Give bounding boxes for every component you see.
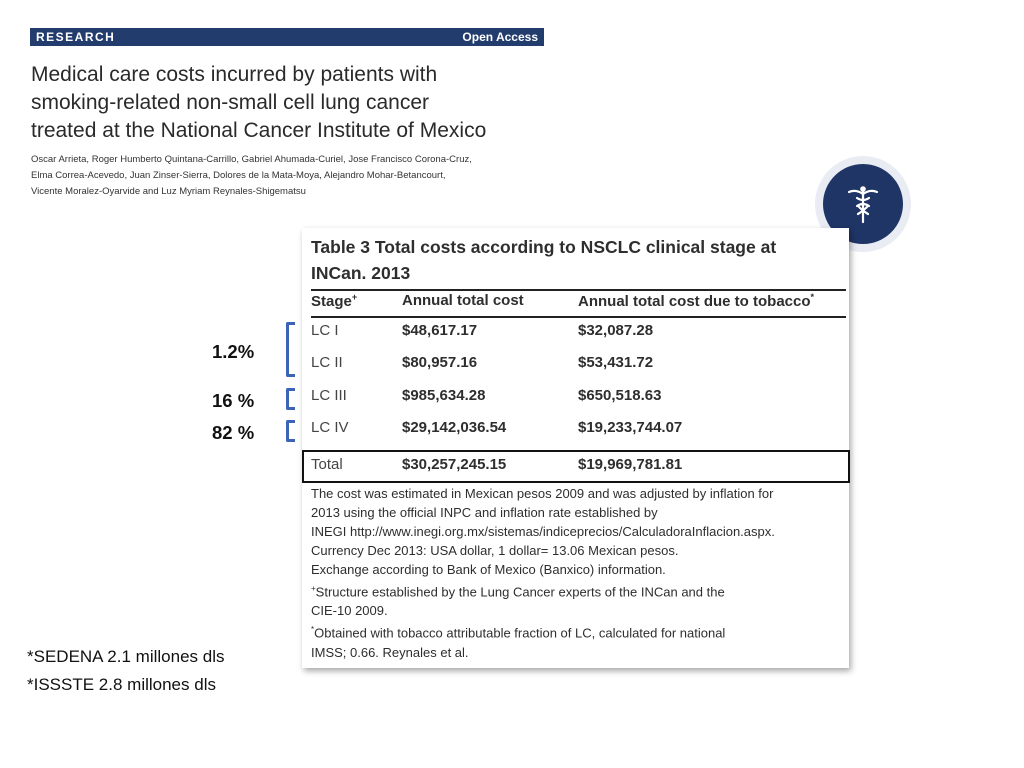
column-header-stage: Stage+: [311, 292, 357, 310]
row-tobacco-cost: $650,518.63: [578, 387, 662, 404]
row-stage: LC IV: [311, 419, 349, 436]
article-title-line: treated at the National Cancer Institute…: [31, 119, 487, 142]
table-row: LC II $80,957.16 $53,431.72: [302, 350, 849, 380]
footnote-mark: *: [311, 625, 315, 635]
footnote-line: 2013 using the official INPC and inflati…: [311, 505, 658, 520]
column-header-annual: Annual total cost: [402, 292, 524, 309]
footnote-line: *Obtained with tobacco attributable frac…: [311, 620, 846, 642]
bracket-stage-1-2: [286, 322, 295, 377]
percent-stage-3: 16 %: [212, 390, 255, 411]
research-header-bar: RESEARCH Open Access: [30, 28, 544, 46]
column-header-tobacco-text: Annual total cost due to tobacco: [578, 293, 811, 310]
note-issste: *ISSSTE 2.8 millones dls: [27, 675, 216, 694]
author-list: Oscar Arrieta, Roger Humberto Quintana-C…: [31, 152, 521, 200]
article-title-line: smoking-related non-small cell lung canc…: [31, 91, 430, 114]
author-line: Elma Correa-Acevedo, Juan Zinser-Sierra,…: [31, 170, 446, 181]
stage-footnote-mark: +: [351, 292, 358, 302]
total-tobacco-cost: $19,969,781.81: [578, 456, 683, 473]
row-annual-cost: $80,957.16: [402, 354, 478, 371]
table-title-line: INCan. 2013: [311, 263, 411, 283]
footnote-line: CIE-10 2009.: [311, 603, 388, 619]
open-access-label: Open Access: [462, 30, 538, 44]
tobacco-footnote-mark: *: [810, 292, 815, 302]
footnote-line: IMSS; 0.66. Reynales et al.: [311, 644, 469, 660]
article-title-line: Medical care costs incurred by patients …: [31, 63, 438, 86]
total-label: Total: [311, 456, 343, 473]
table-header-rule: [311, 316, 846, 318]
row-tobacco-cost: $53,431.72: [578, 354, 654, 371]
table-title-line: Table 3 Total costs according to NSCLC c…: [311, 237, 777, 257]
cost-table-card: Table 3 Total costs according to NSCLC c…: [302, 228, 850, 668]
article-title: Medical care costs incurred by patients …: [31, 61, 561, 145]
row-tobacco-cost: $32,087.28: [578, 322, 654, 339]
table-row: LC IV $29,142,036.54 $19,233,744.07: [302, 415, 849, 445]
row-annual-cost: $29,142,036.54: [402, 419, 507, 436]
row-stage: LC III: [311, 387, 347, 404]
row-tobacco-cost: $19,233,744.07: [578, 419, 683, 436]
footnote-line: INEGI http://www.inegi.org.mx/sistemas/i…: [311, 524, 775, 539]
row-stage: LC I: [311, 322, 339, 339]
footnote-line: +Structure established by the Lung Cance…: [311, 579, 846, 601]
bracket-stage-4: [286, 420, 295, 442]
table-row: LC III $985,634.28 $650,518.63: [302, 383, 849, 413]
author-line: Oscar Arrieta, Roger Humberto Quintana-C…: [31, 154, 472, 165]
footnote-line: Exchange according to Bank of Mexico (Ba…: [311, 562, 666, 577]
table-top-rule: [311, 289, 846, 291]
author-line: Vicente Moralez-Oyarvide and Luz Myriam …: [31, 186, 306, 197]
total-row: Total $30,257,245.15 $19,969,781.81: [302, 452, 849, 482]
percent-stage-4: 82 %: [212, 422, 255, 443]
caduceus-icon: [847, 186, 879, 224]
section-label: RESEARCH: [36, 30, 116, 44]
column-header-tobacco: Annual total cost due to tobacco*: [578, 292, 814, 310]
total-row-box: [302, 450, 850, 483]
table-title: Table 3 Total costs according to NSCLC c…: [311, 234, 841, 286]
table-footnotes: The cost was estimated in Mexican pesos …: [311, 484, 846, 662]
column-header-stage-text: Stage: [311, 293, 352, 310]
footnote-line: The cost was estimated in Mexican pesos …: [311, 486, 774, 501]
footnote-text: Structure established by the Lung Cancer…: [315, 584, 725, 600]
table-row: LC I $48,617.17 $32,087.28: [302, 318, 849, 348]
percent-stage-1-2: 1.2%: [212, 341, 255, 362]
row-annual-cost: $985,634.28: [402, 387, 486, 404]
row-annual-cost: $48,617.17: [402, 322, 478, 339]
footnote-mark: +: [311, 584, 316, 593]
total-annual-cost: $30,257,245.15: [402, 456, 507, 473]
note-sedena: *SEDENA 2.1 millones dls: [27, 647, 225, 666]
row-stage: LC II: [311, 354, 343, 371]
footnote-text: Obtained with tobacco attributable fract…: [314, 625, 726, 641]
footnote-line: Currency Dec 2013: USA dollar, 1 dollar=…: [311, 543, 679, 558]
bracket-stage-3: [286, 388, 295, 410]
